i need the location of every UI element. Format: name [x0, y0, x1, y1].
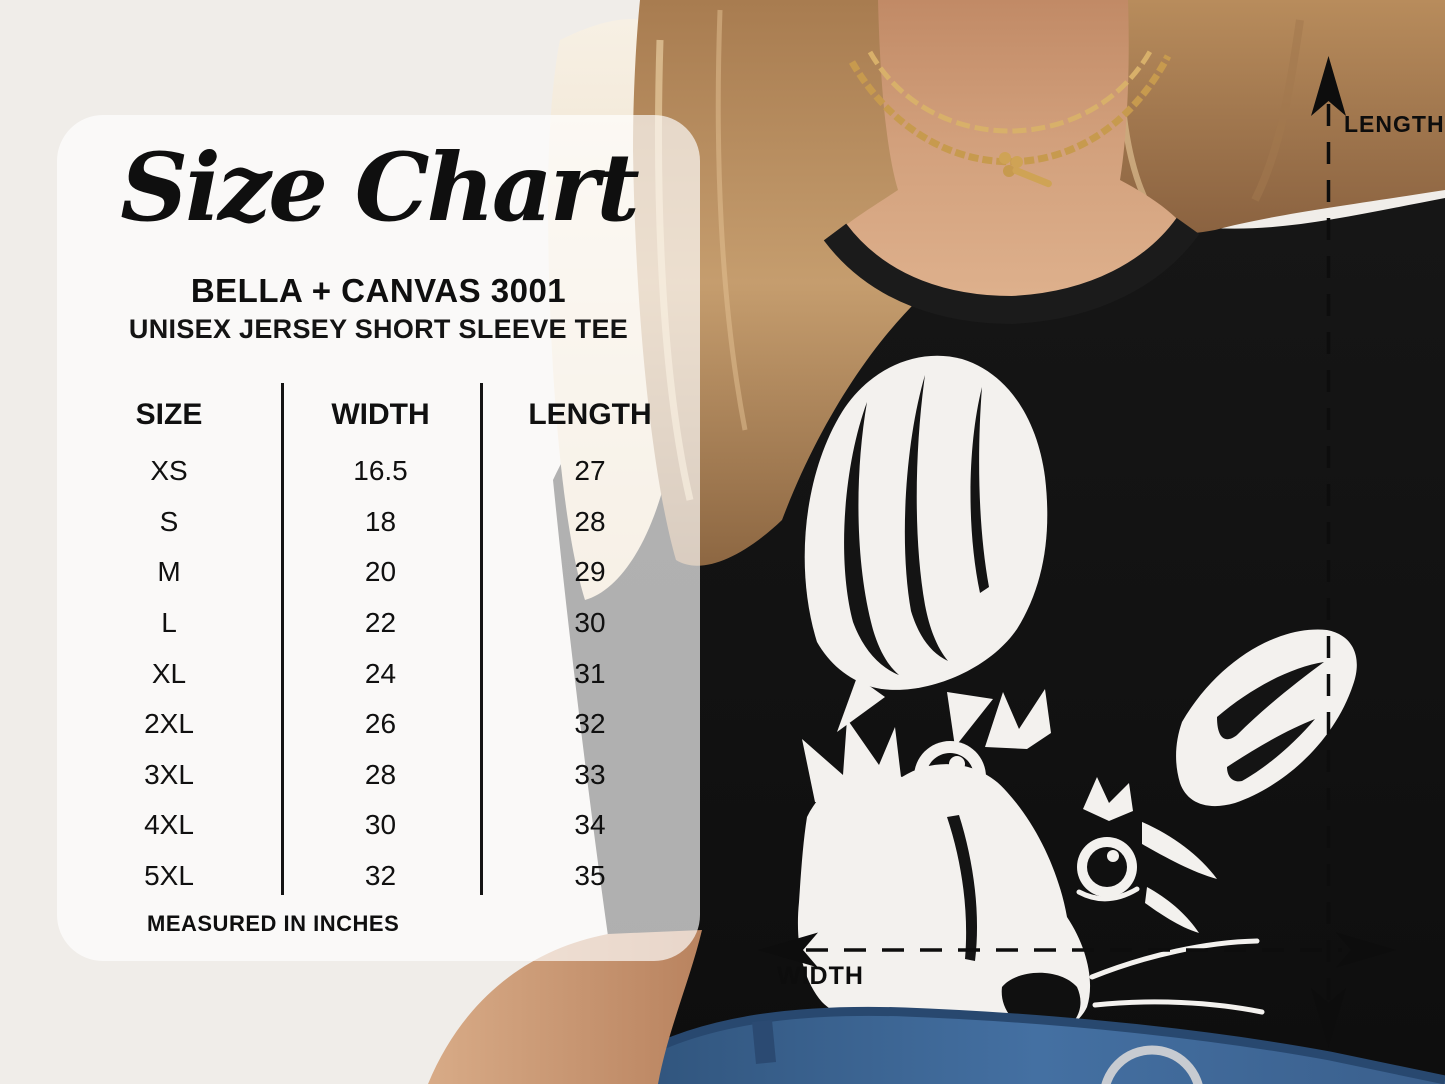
corgi-cheek-fur	[1142, 822, 1217, 879]
table-row-l-length: 30	[574, 607, 606, 639]
table-row-3xl-length: 33	[574, 758, 606, 790]
necklaces	[848, 46, 1172, 188]
table-row-5xl-size: 5XL	[144, 860, 194, 892]
table-row-l-size: L	[161, 607, 177, 639]
size-table: SIZE WIDTH LENGTH XS 16.5 27 S 18 28 M 2…	[57, 383, 700, 901]
brand-line: BELLA + CANVAS 3001	[190, 272, 567, 309]
belt-ring	[1101, 1045, 1203, 1084]
corgi-cheek-fur2	[1145, 887, 1199, 933]
table-column-divider-1	[281, 383, 284, 895]
table-column-divider-2	[480, 383, 483, 895]
table-row-xs-length: 27	[574, 455, 606, 487]
corgi-brow-tuft-right	[1083, 777, 1133, 821]
width-measure-line	[758, 932, 1396, 968]
hair-shadow-strand	[1251, 19, 1304, 202]
table-row-4xl-size: 4XL	[144, 809, 194, 841]
table-row-s-length: 28	[574, 505, 606, 537]
length-measure-line	[1311, 56, 1346, 1048]
corgi-graphic	[797, 355, 1357, 1072]
table-row-5xl-length: 35	[574, 860, 606, 892]
jeans-belt-loop	[752, 1020, 776, 1064]
corgi-right-ear	[1176, 629, 1357, 807]
table-row-m-size: M	[157, 556, 181, 588]
flower-pendant	[999, 152, 1052, 188]
corgi-brow-tuft-center	[985, 689, 1051, 749]
col-header-length: LENGTH	[528, 397, 652, 431]
length-measure-label: LENGTH	[1344, 111, 1445, 137]
table-row-l-width: 22	[364, 607, 397, 639]
table-row-3xl-width: 28	[364, 758, 397, 790]
col-header-size: SIZE	[135, 397, 203, 431]
card-title: Size Chart	[120, 133, 640, 243]
paperclip-chain	[867, 46, 1155, 134]
table-row-xl-size: XL	[151, 657, 187, 689]
table-row-2xl-length: 32	[574, 708, 606, 740]
corgi-left-ear	[804, 355, 1048, 747]
model-arm	[428, 930, 702, 1084]
table-row-2xl-size: 2XL	[144, 708, 194, 740]
size-chart-card: Size Chart BELLA + CANVAS 3001 UNISEX JE…	[57, 115, 700, 961]
table-row-xl-width: 24	[364, 657, 397, 689]
arrow-left	[758, 932, 818, 968]
product-line: UNISEX JERSEY SHORT SLEEVE TEE	[128, 314, 629, 344]
arrow-right	[1336, 932, 1396, 968]
jeans-waistband	[633, 1006, 1445, 1084]
toggle-bar	[1012, 167, 1052, 188]
table-row-s-width: 18	[364, 505, 397, 537]
jeans	[630, 1006, 1445, 1084]
table-row-3xl-size: 3XL	[144, 758, 194, 790]
arrow-down	[1311, 988, 1346, 1048]
hair-highlight2	[715, 9, 748, 431]
table-row-xs-size: XS	[150, 455, 188, 487]
width-measure-label: WIDTH	[777, 962, 864, 990]
arrow-up	[1311, 56, 1346, 116]
table-row-5xl-width: 32	[364, 860, 397, 892]
table-row-xs-width: 16.5	[353, 455, 408, 487]
table-row-xl-length: 31	[574, 657, 606, 689]
table-row-s-size: S	[159, 505, 179, 537]
col-header-width: WIDTH	[331, 397, 430, 431]
table-row-m-length: 29	[574, 556, 606, 588]
table-row-4xl-length: 34	[574, 809, 606, 841]
measurement-units-note: MEASURED IN INCHES	[147, 911, 400, 936]
table-row-2xl-width: 26	[364, 708, 397, 740]
corgi-right-eye	[1076, 837, 1140, 902]
table-row-m-width: 20	[364, 556, 397, 588]
table-row-4xl-width: 30	[364, 809, 397, 841]
tshirt-collar	[823, 217, 1200, 325]
